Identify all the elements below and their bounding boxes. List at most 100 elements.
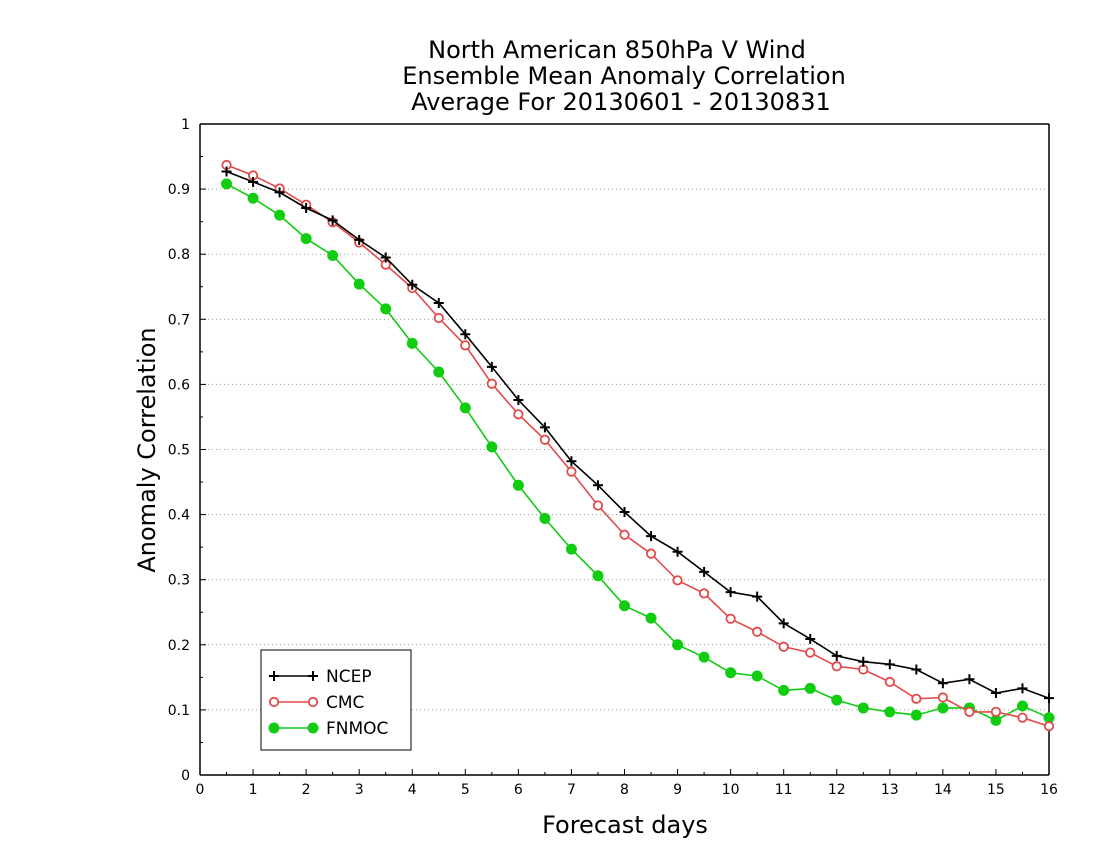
data-point-ncep — [566, 456, 577, 467]
data-point-ncep — [858, 656, 869, 667]
data-point-cmc — [884, 676, 895, 688]
legend-label-cmc: CMC — [326, 693, 364, 713]
data-point-ncep — [990, 687, 1001, 698]
y-tick-label: 1 — [181, 117, 190, 133]
y-tick-label: 0.7 — [168, 312, 190, 328]
data-point-fnmoc — [221, 178, 233, 190]
data-point-fnmoc — [565, 543, 577, 555]
data-point-fnmoc — [353, 278, 365, 290]
data-point-ncep — [778, 618, 789, 629]
data-point-ncep — [301, 202, 312, 213]
data-point-cmc — [725, 613, 736, 624]
series-ncep — [221, 166, 1054, 704]
data-point-cmc — [592, 500, 604, 511]
data-point-ncep — [592, 480, 603, 491]
data-point-ncep — [619, 506, 630, 517]
data-point-fnmoc — [725, 667, 737, 679]
data-point-cmc — [778, 641, 789, 652]
data-point-ncep — [937, 678, 948, 689]
data-point-fnmoc — [910, 709, 922, 721]
data-point-ncep — [831, 650, 842, 661]
data-point-fnmoc — [486, 441, 498, 453]
legend-marker-cmc — [307, 696, 319, 708]
y-tick-label: 0.6 — [168, 377, 190, 393]
data-point-ncep — [513, 395, 524, 406]
data-point-ncep — [1044, 693, 1054, 704]
data-point-cmc — [1043, 721, 1055, 732]
data-point-ncep — [646, 531, 657, 542]
data-point-cmc — [698, 588, 710, 599]
data-point-cmc — [539, 434, 551, 445]
legend-marker-fnmoc — [268, 722, 280, 734]
axes: 0 1 2 3 4 5 6 7 8 9 10 11 12 13 14 15 1600.10.20.30.40.5… — [168, 117, 1058, 798]
data-point-cmc — [433, 312, 444, 324]
x-tick-label: 4 — [408, 782, 417, 798]
legend-item-ncep: NCEP — [269, 667, 372, 687]
data-point-fnmoc — [672, 639, 684, 651]
chart-title-line-3: Average For 20130601 - 20130831 — [411, 88, 831, 116]
data-point-fnmoc — [937, 702, 949, 714]
chart-title-line-2: Ensemble Mean Anomaly Correlation — [402, 62, 846, 90]
data-point-fnmoc — [380, 303, 392, 315]
data-point-cmc — [566, 466, 577, 477]
y-tick-label: 0.4 — [168, 508, 190, 524]
data-point-fnmoc — [698, 651, 710, 663]
x-tick-label: 13 — [881, 782, 899, 798]
data-point-ncep — [964, 674, 975, 685]
data-point-fnmoc — [300, 233, 312, 245]
data-point-fnmoc — [857, 702, 869, 714]
legend-box — [260, 649, 412, 751]
data-point-fnmoc — [645, 612, 657, 624]
data-point-fnmoc — [884, 706, 896, 718]
series-layer — [221, 159, 1055, 732]
y-tick-label: 0.2 — [168, 638, 190, 654]
data-point-fnmoc — [778, 684, 790, 696]
chart-title-line-1: North American 850hPa V Wind — [428, 36, 806, 64]
data-point-cmc — [964, 706, 975, 717]
data-point-ncep — [407, 279, 418, 290]
x-tick-label: 10 — [722, 782, 740, 798]
data-point-fnmoc — [433, 366, 445, 378]
x-tick-label: 6 — [514, 782, 523, 798]
data-point-ncep — [884, 659, 895, 670]
data-point-cmc — [486, 378, 497, 389]
data-point-ncep — [274, 187, 285, 198]
legend-marker-ncep — [269, 671, 279, 681]
data-point-ncep — [486, 361, 497, 372]
y-tick-label: 0.1 — [168, 703, 190, 719]
data-point-fnmoc — [327, 250, 339, 262]
data-point-ncep — [672, 546, 683, 557]
data-point-cmc — [619, 529, 630, 540]
legend-label-fnmoc: FNMOC — [326, 719, 388, 739]
legend-marker-fnmoc — [307, 722, 319, 734]
data-point-ncep — [433, 298, 444, 309]
legend-item-fnmoc: FNMOC — [268, 719, 388, 739]
x-tick-label: 2 — [302, 782, 311, 798]
data-point-ncep — [752, 591, 763, 602]
legend-marker-cmc — [268, 696, 280, 708]
legend-marker-ncep — [308, 671, 318, 681]
data-point-ncep — [539, 422, 550, 433]
data-point-fnmoc — [592, 570, 604, 582]
data-point-cmc — [937, 692, 948, 703]
data-point-cmc — [911, 693, 922, 704]
data-point-fnmoc — [804, 682, 816, 694]
data-point-fnmoc — [512, 479, 524, 491]
series-line-fnmoc — [226, 183, 1050, 722]
y-tick-label: 0.5 — [168, 443, 190, 459]
data-point-fnmoc — [751, 670, 763, 682]
data-point-ncep — [725, 587, 736, 598]
data-point-fnmoc — [831, 694, 843, 706]
data-point-ncep — [460, 329, 471, 340]
data-point-cmc — [831, 661, 842, 672]
series-line-ncep — [226, 170, 1050, 699]
series-line-cmc — [226, 164, 1050, 727]
y-tick-label: 0.9 — [168, 182, 190, 198]
data-point-ncep — [380, 252, 391, 263]
data-point-cmc — [990, 706, 1002, 717]
data-point-fnmoc — [619, 600, 630, 612]
data-point-ncep — [1017, 683, 1028, 694]
x-axis-label: Forecast days — [542, 811, 708, 839]
x-tick-label: 1 — [249, 782, 258, 798]
